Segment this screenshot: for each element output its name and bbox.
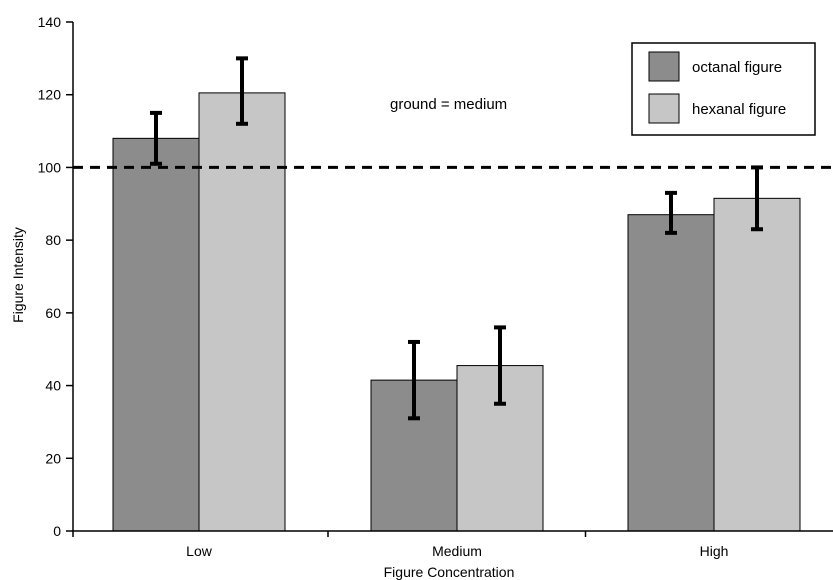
y-tick-label: 0 xyxy=(53,523,61,539)
error-bar-hexanal-medium xyxy=(494,325,506,406)
error-bar-octanal-medium xyxy=(408,339,420,421)
legend: octanal figure hexanal figure xyxy=(631,42,816,136)
error-bar-hexanal-low xyxy=(236,56,248,126)
bar-octanal-high xyxy=(627,214,715,532)
x-tick-label: Medium xyxy=(432,543,482,559)
y-tick-label: 100 xyxy=(38,159,62,175)
bar-hexanal-low xyxy=(198,92,286,532)
legend-label: octanal figure xyxy=(692,59,782,76)
y-axis-title: Figure Intensity xyxy=(10,227,26,323)
y-tick-label: 20 xyxy=(45,450,61,466)
annotation-text: ground = medium xyxy=(390,96,507,113)
y-tick-label: 120 xyxy=(38,87,62,103)
axes-layer: 0 20 40 60 80 100 120 140 Low Medium High xyxy=(38,14,833,559)
x-tick-label: Low xyxy=(186,543,213,559)
bars-layer xyxy=(112,92,801,532)
error-bars-layer xyxy=(150,56,763,421)
y-tick-label: 80 xyxy=(45,232,61,248)
bar-hexanal-high xyxy=(713,197,801,532)
legend-label: hexanal figure xyxy=(692,101,786,118)
bar-octanal-low xyxy=(112,137,200,532)
error-bar-octanal-high xyxy=(665,190,677,235)
y-tick-label: 140 xyxy=(38,14,62,30)
legend-swatch xyxy=(648,51,680,82)
legend-swatch xyxy=(648,93,680,124)
x-tick-label: High xyxy=(700,543,729,559)
y-tick-label: 60 xyxy=(45,305,61,321)
error-bar-octanal-low xyxy=(150,110,162,166)
y-tick-label: 40 xyxy=(45,378,61,394)
x-axis-title: Figure Concentration xyxy=(384,564,515,580)
